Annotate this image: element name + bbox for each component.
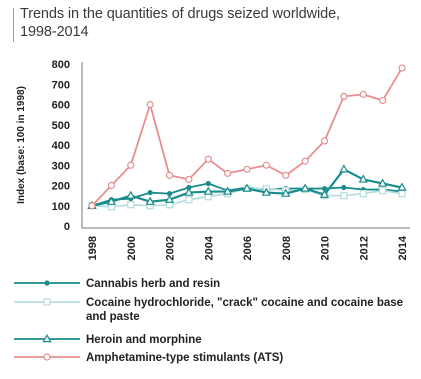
data-point <box>166 191 173 197</box>
series-3 <box>87 164 407 209</box>
data-point <box>126 190 136 199</box>
data-point <box>339 164 349 173</box>
legend-symbol <box>14 333 80 343</box>
legend-label: Heroin and morphine <box>86 334 202 346</box>
y-tick-labels: 0 100 200 300 400 500 600 700 800 <box>52 59 70 233</box>
x-tick-label: 2000 <box>126 236 138 260</box>
x-tick-label: 2010 <box>320 236 332 260</box>
data-point <box>127 161 135 169</box>
x-tick-label: 1998 <box>87 236 99 260</box>
chart-title-line-1: Trends in the quantities of drugs seized… <box>20 6 340 22</box>
data-point <box>224 169 232 177</box>
legend-marker <box>44 280 50 286</box>
legend-symbol <box>14 353 80 361</box>
data-point <box>145 196 155 205</box>
data-point <box>398 189 406 198</box>
data-point <box>321 185 328 192</box>
y-tick-label: 0 <box>64 221 70 233</box>
data-point <box>88 202 96 210</box>
data-point <box>186 184 192 191</box>
data-point <box>204 155 212 163</box>
legend-marker <box>43 298 51 306</box>
data-point <box>222 186 233 195</box>
title-accent-bar <box>13 8 14 42</box>
data-point <box>127 201 135 209</box>
data-point <box>300 183 310 192</box>
y-tick-label: 600 <box>52 100 70 112</box>
data-point <box>397 182 407 191</box>
line-chart: Index (base: 100 in 1998) 0 100 200 300 400 5… <box>16 59 410 260</box>
data-point <box>261 187 272 196</box>
data-point <box>203 186 213 195</box>
data-point <box>398 64 406 72</box>
data-point <box>341 184 347 191</box>
y-tick-label: 200 <box>52 181 70 193</box>
data-point <box>146 100 154 109</box>
legend-symbol <box>14 298 80 306</box>
data-point <box>185 196 193 204</box>
x-tick-label: 2004 <box>203 235 215 260</box>
data-point <box>379 96 387 105</box>
data-point <box>164 194 175 203</box>
chart-title: Trends in the quantities of drugs seized… <box>0 0 421 50</box>
data-point <box>243 165 251 173</box>
data-point <box>359 189 367 198</box>
y-axis-label: Index (base: 100 in 1998) <box>16 86 27 204</box>
data-point <box>107 181 115 190</box>
legend-label: Amphetamine-type stimulants (ATS) <box>86 352 284 364</box>
y-tick-label: 500 <box>52 120 70 132</box>
series-4 <box>88 64 406 210</box>
x-tick-label: 2008 <box>281 236 293 260</box>
data-point <box>358 174 368 183</box>
data-point <box>281 188 291 197</box>
x-tick-label: 2006 <box>242 236 254 260</box>
legend-marker <box>42 333 52 343</box>
axes <box>81 62 410 229</box>
x-tick-label: 2002 <box>165 236 177 260</box>
y-tick-label: 100 <box>52 201 70 213</box>
chart-title-line-2: 1998-2014 <box>20 24 89 40</box>
data-point <box>184 187 194 196</box>
series-lines <box>87 64 407 211</box>
y-tick-label: 700 <box>52 79 70 91</box>
data-point <box>242 183 252 192</box>
data-point <box>147 189 153 196</box>
x-tick-labels: 1998 2000 2002 2004 2006 2008 2010 2012 2014 <box>87 235 409 260</box>
data-point <box>106 196 117 205</box>
data-point <box>340 191 348 200</box>
y-tick-label: 800 <box>52 59 70 71</box>
data-point <box>205 180 211 187</box>
data-point <box>301 157 309 165</box>
data-point <box>340 92 348 101</box>
y-tick-label: 400 <box>52 140 70 152</box>
data-point <box>377 178 388 187</box>
data-point <box>282 171 290 179</box>
data-point <box>378 186 387 195</box>
data-point <box>319 189 330 198</box>
data-point <box>359 90 367 98</box>
x-tick-label: 2012 <box>358 236 370 260</box>
data-point <box>185 175 193 184</box>
data-point <box>262 161 270 169</box>
x-tick-label: 2014 <box>397 235 409 260</box>
data-point <box>165 171 174 179</box>
legend-label: Cocaine hydrochloride, "crack" cocaine a… <box>86 297 404 323</box>
y-tick-label: 300 <box>52 160 70 172</box>
data-point <box>320 137 329 145</box>
legend-marker <box>43 353 51 361</box>
legend-symbol <box>14 280 80 286</box>
legend-label: Cannabis herb and resin <box>86 278 221 290</box>
